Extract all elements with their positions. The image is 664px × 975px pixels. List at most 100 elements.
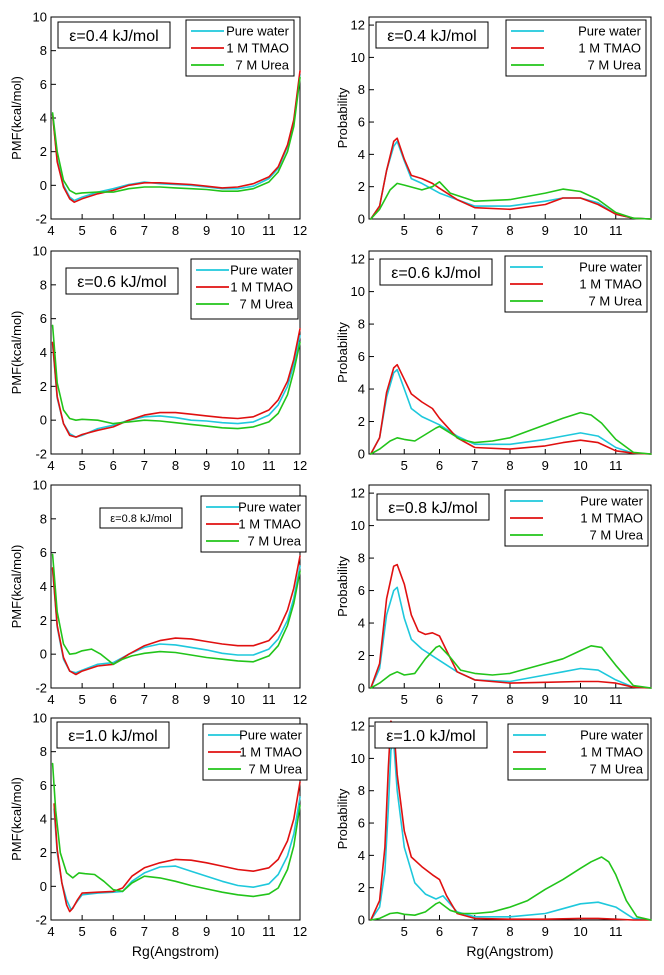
y-tick-label: 2 bbox=[40, 613, 47, 628]
y-tick-label: 6 bbox=[358, 583, 365, 598]
legend-entry: 1 M TMAO bbox=[580, 511, 643, 526]
x-tick-label: 7 bbox=[141, 692, 148, 707]
x-tick-label: 7 bbox=[141, 223, 148, 238]
legend-entry: 1 M TMAO bbox=[238, 517, 301, 532]
legend-entry: 7 M Urea bbox=[590, 762, 644, 777]
y-tick-label: 2 bbox=[40, 144, 47, 159]
y-tick-label: 2 bbox=[40, 845, 47, 860]
epsilon-annotation: ε=0.6 kJ/mol bbox=[391, 265, 480, 282]
series-line-1-m-tmao bbox=[370, 563, 652, 689]
y-axis-label: PMF(kcal/mol) bbox=[9, 311, 24, 395]
x-tick-label: 12 bbox=[293, 924, 307, 939]
y-axis-label: PMF(kcal/mol) bbox=[9, 76, 24, 160]
epsilon-annotation-box bbox=[99, 507, 183, 529]
y-tick-label: 4 bbox=[40, 345, 47, 360]
y-tick-label: 10 bbox=[351, 284, 365, 299]
x-tick-label: 6 bbox=[436, 223, 443, 238]
x-tick-label: 10 bbox=[231, 223, 245, 238]
epsilon-annotation: ε=1.0 kJ/mol bbox=[386, 728, 475, 745]
x-tick-label: 7 bbox=[141, 458, 148, 473]
y-tick-label: -2 bbox=[35, 447, 47, 462]
y-tick-label: 4 bbox=[40, 111, 47, 126]
x-tick-label: 4 bbox=[47, 458, 54, 473]
x-tick-label: 6 bbox=[110, 924, 117, 939]
x-tick-label: 6 bbox=[110, 692, 117, 707]
y-tick-label: 4 bbox=[358, 147, 365, 162]
y-tick-label: 6 bbox=[358, 816, 365, 831]
y-tick-label: 10 bbox=[351, 751, 365, 766]
y-tick-label: 8 bbox=[358, 82, 365, 97]
legend-entry: Pure water bbox=[580, 494, 644, 509]
x-tick-label: 11 bbox=[609, 223, 623, 238]
x-tick-label: 8 bbox=[506, 223, 513, 238]
epsilon-annotation: ε=0.8 kJ/mol bbox=[388, 500, 477, 517]
legend-entry: 1 M TMAO bbox=[579, 277, 642, 292]
y-tick-label: 0 bbox=[40, 413, 47, 428]
x-tick-label: 4 bbox=[47, 692, 54, 707]
epsilon-annotation-box bbox=[65, 267, 179, 295]
x-tick-label: 8 bbox=[172, 692, 179, 707]
y-tick-label: 4 bbox=[40, 812, 47, 827]
series-line-pure-water bbox=[53, 796, 301, 911]
epsilon-annotation-box bbox=[57, 21, 171, 49]
chart-panel-pmf-0.6: 4 5 6 7 8 9 10 11 12 -2 0 2 4 6 8 10 PMF(kcal/mol) ε=0.6 … bbox=[9, 244, 307, 474]
y-tick-label: 4 bbox=[40, 579, 47, 594]
epsilon-annotation-box bbox=[56, 721, 170, 749]
y-tick-label: 4 bbox=[358, 616, 365, 631]
x-tick-label: 6 bbox=[110, 223, 117, 238]
x-tick-label: 10 bbox=[231, 458, 245, 473]
chart-panel-prob-1.0: 5 6 7 8 9 10 11 0 2 4 6 8 10 12 Probability Rg(Angstrom… bbox=[335, 717, 652, 959]
y-tick-label: 0 bbox=[40, 879, 47, 894]
x-tick-label: 9 bbox=[203, 692, 210, 707]
y-tick-label: 0 bbox=[358, 681, 365, 696]
x-tick-label: 5 bbox=[79, 692, 86, 707]
x-tick-label: 8 bbox=[172, 924, 179, 939]
chart-panel-prob-0.6: 5 6 7 8 9 10 11 0 2 4 6 8 10 12 Probability ε=0.6 kJ/mo… bbox=[335, 250, 652, 473]
y-tick-label: 12 bbox=[351, 486, 365, 501]
chart-panel-prob-0.8: 5 6 7 8 9 10 11 0 2 4 6 8 10 12 Probability ε=0.8 kJ/mo… bbox=[335, 484, 652, 707]
y-axis-label: PMF(kcal/mol) bbox=[9, 777, 24, 861]
legend-entry: 1 M TMAO bbox=[226, 41, 289, 56]
y-tick-label: 2 bbox=[40, 379, 47, 394]
series-line-pure-water bbox=[51, 73, 301, 202]
x-tick-label: 4 bbox=[47, 223, 54, 238]
x-tick-label: 10 bbox=[231, 924, 245, 939]
x-tick-label: 5 bbox=[79, 458, 86, 473]
y-axis-label: Probability bbox=[335, 788, 350, 849]
chart-panel-pmf-0.4: 4 5 6 7 8 9 10 11 12 -2 0 2 4 6 8 10 PMF(kcal/mol) ε=0.4 … bbox=[9, 10, 307, 239]
y-tick-label: 8 bbox=[40, 511, 47, 526]
x-tick-label: 9 bbox=[203, 223, 210, 238]
x-tick-label: 12 bbox=[293, 458, 307, 473]
series-line-pure-water bbox=[51, 565, 301, 674]
x-tick-label: 10 bbox=[573, 458, 587, 473]
series-line-7-m-urea bbox=[51, 324, 301, 430]
epsilon-annotation: ε=0.4 kJ/mol bbox=[69, 28, 158, 45]
x-tick-label: 12 bbox=[293, 223, 307, 238]
x-tick-label: 7 bbox=[471, 924, 478, 939]
x-tick-label: 11 bbox=[609, 924, 623, 939]
x-tick-label: 5 bbox=[401, 223, 408, 238]
y-tick-label: 6 bbox=[358, 115, 365, 130]
x-axis-label: Rg(Angstrom) bbox=[466, 943, 553, 959]
legend-entry: Pure water bbox=[226, 24, 290, 39]
epsilon-annotation: ε=0.8 kJ/mol bbox=[110, 513, 171, 525]
y-axis-label: PMF(kcal/mol) bbox=[9, 545, 24, 629]
y-tick-label: 8 bbox=[40, 277, 47, 292]
x-tick-label: 6 bbox=[436, 924, 443, 939]
series-line-7-m-urea bbox=[51, 553, 301, 666]
y-tick-label: 4 bbox=[358, 382, 365, 397]
series-line-1-m-tmao bbox=[53, 781, 301, 913]
x-tick-label: 6 bbox=[110, 458, 117, 473]
series-line-7-m-urea bbox=[370, 181, 652, 220]
y-tick-label: 8 bbox=[358, 317, 365, 332]
y-tick-label: 6 bbox=[40, 77, 47, 92]
y-axis-label: Probability bbox=[335, 322, 350, 383]
series-line-1-m-tmao bbox=[51, 555, 301, 676]
x-tick-label: 5 bbox=[79, 924, 86, 939]
series-line-1-m-tmao bbox=[51, 70, 301, 203]
x-tick-label: 5 bbox=[401, 924, 408, 939]
x-tick-label: 9 bbox=[542, 924, 549, 939]
legend-entry: 7 M Urea bbox=[589, 294, 643, 309]
x-tick-label: 7 bbox=[471, 692, 478, 707]
x-tick-label: 7 bbox=[141, 924, 148, 939]
